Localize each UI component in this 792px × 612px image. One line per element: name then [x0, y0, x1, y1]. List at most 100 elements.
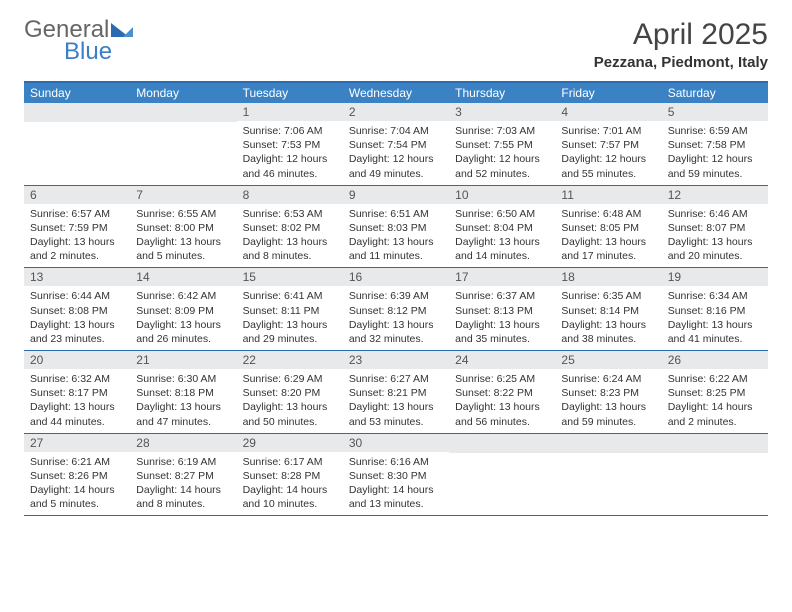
sunset-text: Sunset: 8:28 PM: [243, 469, 337, 483]
day-number: 26: [662, 351, 768, 369]
day-number: 24: [449, 351, 555, 369]
day-number: 3: [449, 103, 555, 121]
daylight-text: Daylight: 13 hours and 56 minutes.: [455, 400, 549, 428]
sunrise-text: Sunrise: 6:42 AM: [136, 289, 230, 303]
sunrise-text: Sunrise: 6:21 AM: [30, 455, 124, 469]
day-number: 6: [24, 186, 130, 204]
calendar-day: 13Sunrise: 6:44 AMSunset: 8:08 PMDayligh…: [24, 268, 130, 350]
day-number: 4: [555, 103, 661, 121]
calendar-day: 7Sunrise: 6:55 AMSunset: 8:00 PMDaylight…: [130, 186, 236, 268]
daylight-text: Daylight: 13 hours and 29 minutes.: [243, 318, 337, 346]
daylight-text: Daylight: 12 hours and 46 minutes.: [243, 152, 337, 180]
day-body: Sunrise: 7:04 AMSunset: 7:54 PMDaylight:…: [343, 121, 449, 185]
daylight-text: Daylight: 13 hours and 53 minutes.: [349, 400, 443, 428]
sunset-text: Sunset: 8:05 PM: [561, 221, 655, 235]
daylight-text: Daylight: 13 hours and 26 minutes.: [136, 318, 230, 346]
sunset-text: Sunset: 8:09 PM: [136, 304, 230, 318]
calendar-day: [555, 434, 661, 516]
calendar-day: 17Sunrise: 6:37 AMSunset: 8:13 PMDayligh…: [449, 268, 555, 350]
day-number: [24, 103, 130, 122]
sunset-text: Sunset: 8:30 PM: [349, 469, 443, 483]
dow-friday: Friday: [555, 83, 661, 103]
day-of-week-header: Sunday Monday Tuesday Wednesday Thursday…: [24, 83, 768, 103]
day-body: Sunrise: 6:46 AMSunset: 8:07 PMDaylight:…: [662, 204, 768, 268]
calendar-day: 1Sunrise: 7:06 AMSunset: 7:53 PMDaylight…: [237, 103, 343, 185]
calendar-week: 20Sunrise: 6:32 AMSunset: 8:17 PMDayligh…: [24, 351, 768, 434]
day-number: 20: [24, 351, 130, 369]
dow-wednesday: Wednesday: [343, 83, 449, 103]
calendar-day: 12Sunrise: 6:46 AMSunset: 8:07 PMDayligh…: [662, 186, 768, 268]
day-number: [130, 103, 236, 122]
day-body: Sunrise: 6:39 AMSunset: 8:12 PMDaylight:…: [343, 286, 449, 350]
day-body: Sunrise: 6:51 AMSunset: 8:03 PMDaylight:…: [343, 204, 449, 268]
daylight-text: Daylight: 13 hours and 44 minutes.: [30, 400, 124, 428]
sunrise-text: Sunrise: 6:50 AM: [455, 207, 549, 221]
sunrise-text: Sunrise: 6:25 AM: [455, 372, 549, 386]
sunset-text: Sunset: 7:57 PM: [561, 138, 655, 152]
day-body: Sunrise: 7:06 AMSunset: 7:53 PMDaylight:…: [237, 121, 343, 185]
day-body: Sunrise: 6:21 AMSunset: 8:26 PMDaylight:…: [24, 452, 130, 516]
day-number: 21: [130, 351, 236, 369]
sunset-text: Sunset: 8:08 PM: [30, 304, 124, 318]
sunrise-text: Sunrise: 6:51 AM: [349, 207, 443, 221]
day-body: Sunrise: 6:48 AMSunset: 8:05 PMDaylight:…: [555, 204, 661, 268]
sunrise-text: Sunrise: 7:03 AM: [455, 124, 549, 138]
dow-tuesday: Tuesday: [237, 83, 343, 103]
daylight-text: Daylight: 14 hours and 8 minutes.: [136, 483, 230, 511]
calendar-day: 23Sunrise: 6:27 AMSunset: 8:21 PMDayligh…: [343, 351, 449, 433]
daylight-text: Daylight: 14 hours and 5 minutes.: [30, 483, 124, 511]
sunrise-text: Sunrise: 6:30 AM: [136, 372, 230, 386]
day-number: 19: [662, 268, 768, 286]
day-body: Sunrise: 6:19 AMSunset: 8:27 PMDaylight:…: [130, 452, 236, 516]
calendar-day: 24Sunrise: 6:25 AMSunset: 8:22 PMDayligh…: [449, 351, 555, 433]
day-body: Sunrise: 6:42 AMSunset: 8:09 PMDaylight:…: [130, 286, 236, 350]
title-block: April 2025 Pezzana, Piedmont, Italy: [594, 18, 768, 71]
daylight-text: Daylight: 13 hours and 38 minutes.: [561, 318, 655, 346]
calendar-day: 27Sunrise: 6:21 AMSunset: 8:26 PMDayligh…: [24, 434, 130, 516]
day-body: Sunrise: 6:32 AMSunset: 8:17 PMDaylight:…: [24, 369, 130, 433]
calendar-day: 28Sunrise: 6:19 AMSunset: 8:27 PMDayligh…: [130, 434, 236, 516]
sunrise-text: Sunrise: 6:22 AM: [668, 372, 762, 386]
day-number: 14: [130, 268, 236, 286]
sunset-text: Sunset: 8:21 PM: [349, 386, 443, 400]
sunrise-text: Sunrise: 6:48 AM: [561, 207, 655, 221]
calendar-day: 30Sunrise: 6:16 AMSunset: 8:30 PMDayligh…: [343, 434, 449, 516]
sunset-text: Sunset: 8:18 PM: [136, 386, 230, 400]
calendar-day: 6Sunrise: 6:57 AMSunset: 7:59 PMDaylight…: [24, 186, 130, 268]
day-number: 22: [237, 351, 343, 369]
daylight-text: Daylight: 12 hours and 59 minutes.: [668, 152, 762, 180]
calendar-day: 26Sunrise: 6:22 AMSunset: 8:25 PMDayligh…: [662, 351, 768, 433]
day-body: Sunrise: 6:41 AMSunset: 8:11 PMDaylight:…: [237, 286, 343, 350]
sunset-text: Sunset: 8:17 PM: [30, 386, 124, 400]
daylight-text: Daylight: 13 hours and 47 minutes.: [136, 400, 230, 428]
day-number: 13: [24, 268, 130, 286]
calendar-day: 25Sunrise: 6:24 AMSunset: 8:23 PMDayligh…: [555, 351, 661, 433]
sunrise-text: Sunrise: 7:04 AM: [349, 124, 443, 138]
day-body: Sunrise: 6:50 AMSunset: 8:04 PMDaylight:…: [449, 204, 555, 268]
dow-thursday: Thursday: [449, 83, 555, 103]
day-number: 1: [237, 103, 343, 121]
daylight-text: Daylight: 13 hours and 11 minutes.: [349, 235, 443, 263]
daylight-text: Daylight: 14 hours and 10 minutes.: [243, 483, 337, 511]
calendar-day: 22Sunrise: 6:29 AMSunset: 8:20 PMDayligh…: [237, 351, 343, 433]
day-body: Sunrise: 6:16 AMSunset: 8:30 PMDaylight:…: [343, 452, 449, 516]
header: GeneralBlue April 2025 Pezzana, Piedmont…: [24, 18, 768, 71]
day-number: 17: [449, 268, 555, 286]
day-number: 10: [449, 186, 555, 204]
sunrise-text: Sunrise: 6:35 AM: [561, 289, 655, 303]
day-number: 8: [237, 186, 343, 204]
sunset-text: Sunset: 8:03 PM: [349, 221, 443, 235]
calendar-day: [662, 434, 768, 516]
sunset-text: Sunset: 8:23 PM: [561, 386, 655, 400]
sunset-text: Sunset: 7:58 PM: [668, 138, 762, 152]
daylight-text: Daylight: 13 hours and 17 minutes.: [561, 235, 655, 263]
calendar-day: 19Sunrise: 6:34 AMSunset: 8:16 PMDayligh…: [662, 268, 768, 350]
dow-sunday: Sunday: [24, 83, 130, 103]
daylight-text: Daylight: 12 hours and 49 minutes.: [349, 152, 443, 180]
calendar-day: 3Sunrise: 7:03 AMSunset: 7:55 PMDaylight…: [449, 103, 555, 185]
calendar-day: 14Sunrise: 6:42 AMSunset: 8:09 PMDayligh…: [130, 268, 236, 350]
calendar-day: [130, 103, 236, 185]
day-number: 28: [130, 434, 236, 452]
day-number: 18: [555, 268, 661, 286]
day-number: 7: [130, 186, 236, 204]
